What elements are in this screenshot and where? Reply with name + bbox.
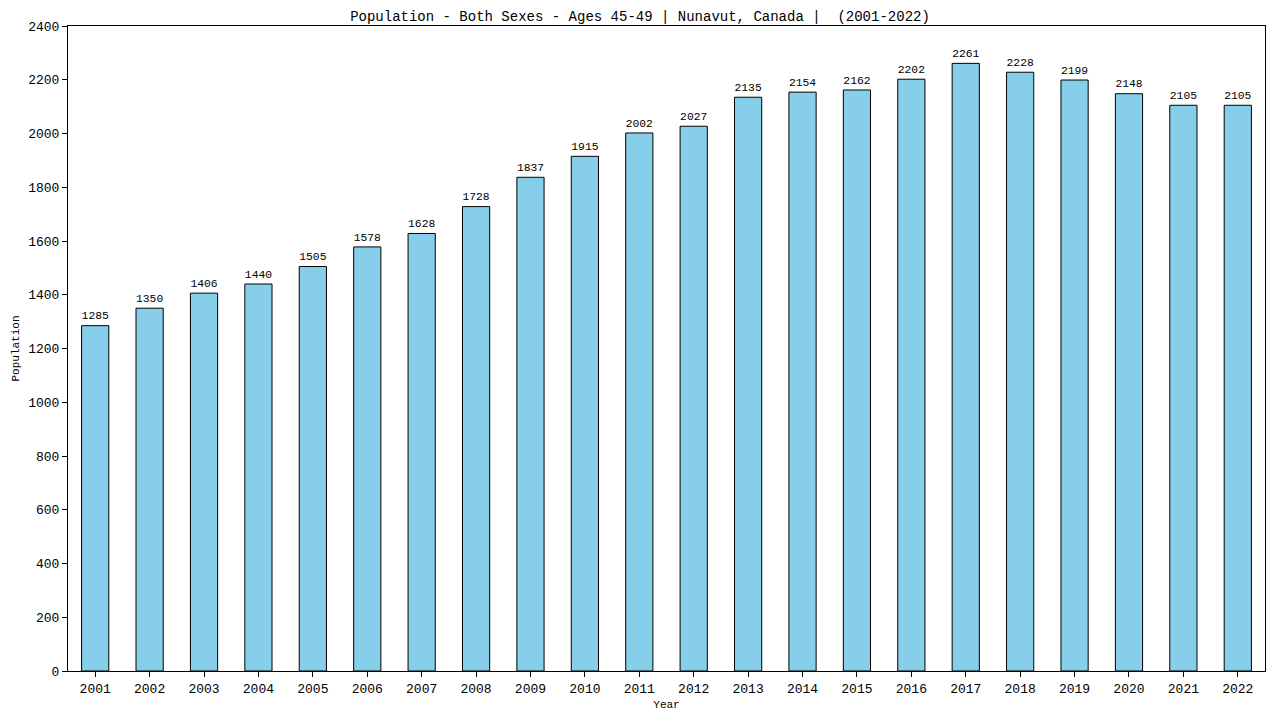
- svg-text:1800: 1800: [28, 181, 59, 196]
- svg-text:2002: 2002: [626, 118, 653, 130]
- svg-text:2011: 2011: [624, 682, 655, 697]
- svg-text:2008: 2008: [460, 682, 491, 697]
- svg-text:1915: 1915: [571, 141, 598, 153]
- svg-text:1200: 1200: [28, 342, 59, 357]
- svg-text:Population: Population: [10, 315, 22, 381]
- svg-text:2013: 2013: [733, 682, 764, 697]
- svg-text:2002: 2002: [134, 682, 165, 697]
- svg-text:2015: 2015: [841, 682, 872, 697]
- svg-text:Population - Both Sexes - Ages: Population - Both Sexes - Ages 45-49 | N…: [350, 9, 930, 25]
- svg-text:2017: 2017: [950, 682, 981, 697]
- svg-text:2261: 2261: [952, 48, 979, 60]
- svg-text:1000: 1000: [28, 396, 59, 411]
- svg-text:2162: 2162: [843, 75, 870, 87]
- svg-text:1440: 1440: [245, 269, 272, 281]
- svg-text:2000: 2000: [28, 127, 59, 142]
- svg-text:1350: 1350: [136, 293, 163, 305]
- svg-text:2021: 2021: [1168, 682, 1199, 697]
- svg-text:200: 200: [36, 611, 59, 626]
- svg-text:800: 800: [36, 450, 59, 465]
- svg-text:2012: 2012: [678, 682, 709, 697]
- svg-text:2027: 2027: [680, 111, 707, 123]
- svg-text:2199: 2199: [1061, 65, 1088, 77]
- svg-text:2003: 2003: [188, 682, 219, 697]
- svg-text:2018: 2018: [1005, 682, 1036, 697]
- svg-text:2022: 2022: [1222, 682, 1253, 697]
- svg-text:2006: 2006: [352, 682, 383, 697]
- svg-text:0: 0: [52, 665, 60, 680]
- svg-text:2009: 2009: [515, 682, 546, 697]
- svg-text:2001: 2001: [80, 682, 111, 697]
- svg-text:1837: 1837: [517, 162, 544, 174]
- svg-text:2135: 2135: [735, 82, 762, 94]
- svg-text:1285: 1285: [82, 310, 109, 322]
- svg-text:1406: 1406: [190, 278, 217, 290]
- svg-text:2148: 2148: [1115, 78, 1142, 90]
- svg-text:1600: 1600: [28, 235, 59, 250]
- svg-text:2154: 2154: [789, 77, 816, 89]
- svg-text:1578: 1578: [354, 232, 381, 244]
- svg-text:400: 400: [36, 557, 59, 572]
- svg-text:2200: 2200: [28, 73, 59, 88]
- svg-text:1505: 1505: [299, 251, 326, 263]
- svg-text:2004: 2004: [243, 682, 274, 697]
- svg-text:1728: 1728: [462, 191, 489, 203]
- svg-text:2010: 2010: [569, 682, 600, 697]
- svg-text:2105: 2105: [1224, 90, 1251, 102]
- svg-text:2016: 2016: [896, 682, 927, 697]
- svg-text:2020: 2020: [1113, 682, 1144, 697]
- svg-text:2105: 2105: [1170, 90, 1197, 102]
- svg-text:2202: 2202: [898, 64, 925, 76]
- svg-text:2007: 2007: [406, 682, 437, 697]
- svg-text:Year: Year: [653, 699, 679, 711]
- svg-text:600: 600: [36, 503, 59, 518]
- svg-text:1400: 1400: [28, 288, 59, 303]
- svg-text:2019: 2019: [1059, 682, 1090, 697]
- svg-text:2005: 2005: [297, 682, 328, 697]
- svg-text:2014: 2014: [787, 682, 818, 697]
- svg-text:1628: 1628: [408, 218, 435, 230]
- svg-text:2400: 2400: [28, 20, 59, 35]
- svg-text:2228: 2228: [1007, 57, 1034, 69]
